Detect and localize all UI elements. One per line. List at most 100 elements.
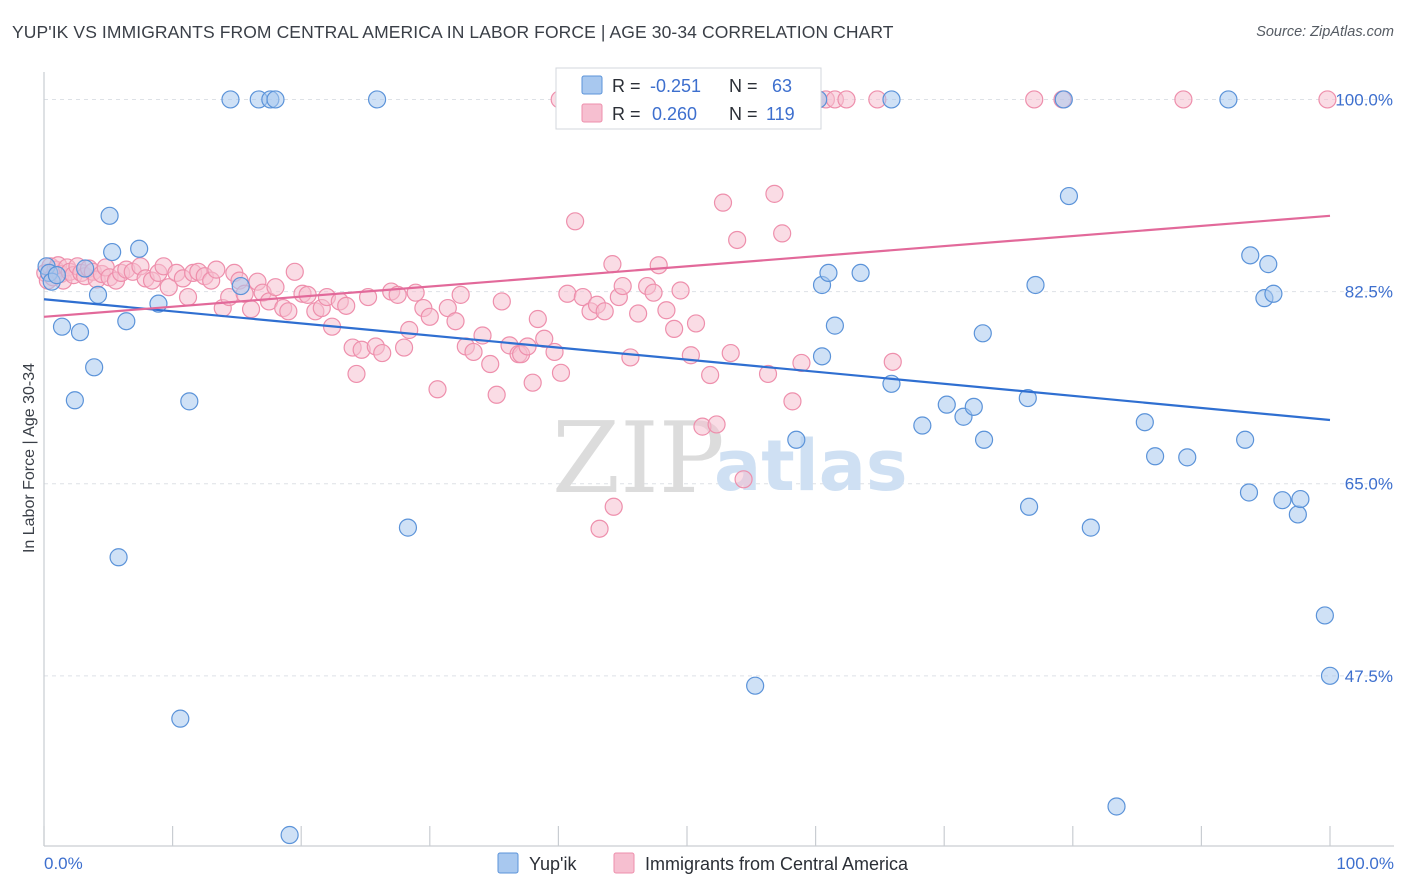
data-point-yupik [1315,606,1334,625]
data-point-immigrants [558,284,577,303]
data-point-yupik [1018,388,1037,408]
data-point-yupik [787,430,806,449]
y-tick-label: 47.5% [1345,667,1393,686]
data-point-yupik [913,416,932,435]
data-point-yupik [1026,275,1045,295]
data-point-yupik [1259,255,1278,274]
data-point-immigrants [603,255,622,274]
data-point-immigrants [566,212,585,231]
data-point-yupik [171,709,190,728]
grid-lines [44,98,1394,677]
stats-r-label-yupik: R = [612,76,641,96]
data-point-immigrants [207,260,226,279]
data-point-immigrants [765,184,784,203]
data-point-immigrants [701,365,720,385]
data-point-yupik [52,317,72,336]
data-point-yupik [1107,797,1126,816]
data-point-yupik [180,392,199,411]
data-point-immigrants [528,309,547,329]
data-point-immigrants [373,343,392,363]
data-point-immigrants [388,285,407,304]
y-tick-label: 82.5% [1345,283,1393,302]
data-point-immigrants [279,302,298,321]
y-axis-label: In Labor Force | Age 30-34 [21,363,38,553]
data-point-yupik [1320,666,1340,685]
data-point-yupik [367,90,387,109]
data-point-immigrants [285,262,304,281]
y-tick-label: 65.0% [1345,475,1393,494]
data-point-yupik [1054,90,1073,109]
data-point-immigrants [1318,90,1337,109]
x-ticks [43,826,1331,846]
data-point-immigrants [1174,90,1193,109]
watermark: ZIP atlas [552,402,908,516]
data-point-yupik [266,90,285,109]
data-point-immigrants [734,470,753,489]
data-point-immigrants [707,415,726,434]
data-point-immigrants [686,314,706,333]
data-point-immigrants [613,276,632,296]
data-point-immigrants [573,287,592,307]
data-point-yupik [1291,489,1310,509]
data-point-immigrants [649,256,668,275]
data-point-yupik [76,259,95,278]
data-point-immigrants [758,364,778,384]
data-point-yupik [398,518,418,537]
stats-swatch-immigrants [581,103,603,123]
data-point-immigrants [487,385,506,404]
data-point-immigrants [523,373,542,392]
data-point-yupik [103,242,122,262]
data-point-immigrants [657,301,676,320]
data-point-yupik [882,90,901,109]
data-point-yupik [47,266,66,285]
data-point-immigrants [713,193,733,212]
data-point-yupik [1239,483,1259,502]
data-point-yupik [88,285,108,304]
data-point-yupik [221,90,240,109]
data-point-immigrants [621,348,640,367]
data-point-immigrants [1025,90,1044,109]
data-point-immigrants [773,224,792,243]
data-point-yupik [1081,518,1100,537]
legend-label-immigrants: Immigrants from Central America [645,854,909,874]
data-point-immigrants [358,287,378,307]
data-point-yupik [974,430,994,449]
data-point-yupik [1241,246,1260,265]
data-point-immigrants [400,320,419,340]
data-point-immigrants [837,90,856,109]
legend-label-yupik: Yup'ik [529,854,577,874]
data-point-yupik [964,397,983,416]
legend-swatch-immigrants [613,852,635,874]
data-point-immigrants [728,230,747,250]
trend-line-yupik [43,298,1331,422]
data-point-yupik [1264,284,1283,303]
stats-r-label-immigrants: R = [612,104,641,124]
data-point-immigrants [604,497,623,516]
stats-n-value-yupik: 63 [772,76,792,96]
data-point-yupik [851,263,870,283]
data-point-immigrants [394,338,414,357]
data-point-yupik [825,316,844,335]
data-point-yupik [1059,186,1079,206]
data-point-yupik [109,548,128,567]
data-point-yupik [1178,448,1197,467]
stats-n-value-immigrants: 119 [766,104,795,124]
data-point-immigrants [337,296,356,315]
data-point-immigrants [551,363,571,382]
data-point-immigrants [178,287,198,307]
x-tick-label-min: 0.0% [44,854,83,873]
data-point-immigrants [671,281,690,300]
data-point-yupik [280,825,299,845]
data-point-immigrants [159,278,178,297]
data-point-yupik [812,347,832,366]
data-point-immigrants [665,319,684,339]
stats-box: R = -0.251 N = 63 R = 0.260 N = 119 [555,67,822,130]
data-point-yupik [231,276,250,296]
stats-swatch-yupik [581,75,603,95]
stats-n-label-yupik: N = [729,76,758,96]
data-point-immigrants [590,519,609,538]
data-point-immigrants [420,307,439,326]
data-point-yupik [819,263,838,283]
data-point-immigrants [446,312,465,331]
